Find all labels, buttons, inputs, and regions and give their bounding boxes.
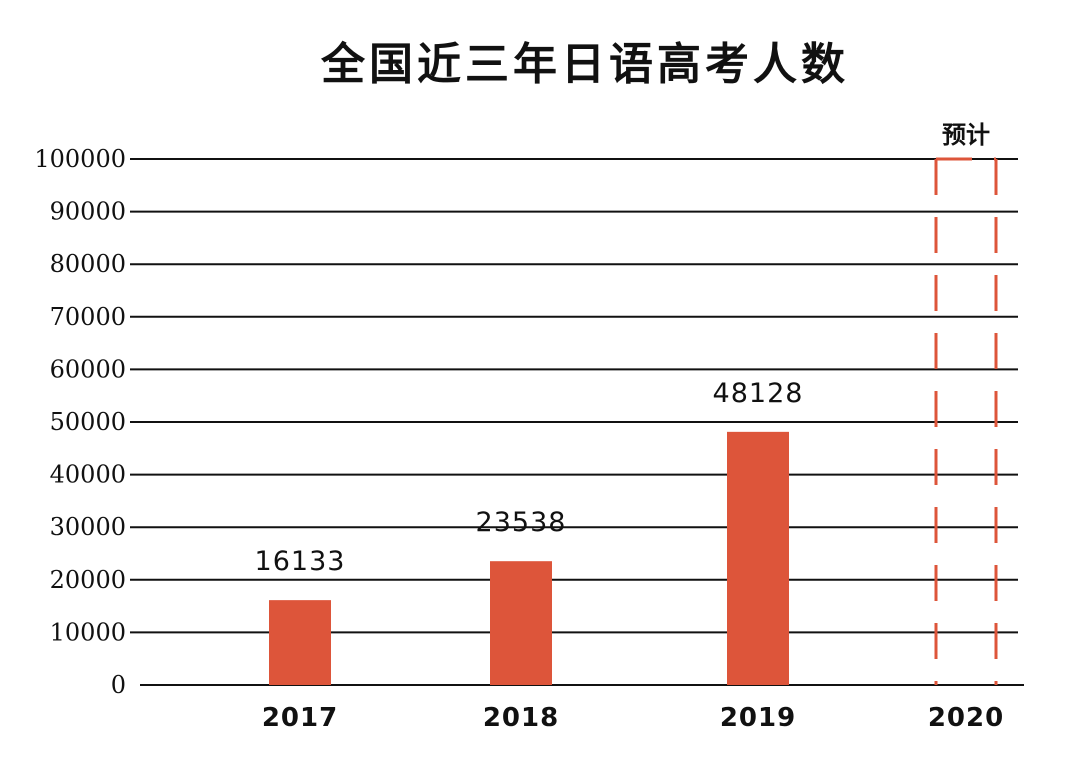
y-tick-label: 60000 — [50, 355, 126, 383]
data-label-2019: 48128 — [713, 378, 804, 409]
y-tick-label: 80000 — [50, 250, 126, 278]
x-tick-label-2020: 2020 — [928, 703, 1004, 733]
data-labels: 16133 23538 48128 — [255, 378, 804, 577]
y-tick-label: 10000 — [50, 618, 126, 646]
y-tick-label: 20000 — [50, 566, 126, 594]
data-label-2018: 23538 — [476, 507, 567, 538]
bars — [269, 431, 789, 685]
y-tick-label: 30000 — [50, 513, 126, 541]
gridlines — [130, 158, 1024, 686]
y-tick-label: 90000 — [50, 198, 126, 226]
y-tick-label: 0 — [111, 671, 126, 699]
x-tick-label-2017: 2017 — [262, 703, 338, 733]
y-tick-label: 40000 — [50, 461, 126, 489]
projection-label: 预计 — [942, 121, 990, 149]
x-tick-label-2019: 2019 — [720, 703, 796, 733]
data-label-2017: 16133 — [255, 546, 346, 577]
bar-2018 — [490, 561, 552, 685]
y-axis-ticks: 0 10000 20000 30000 40000 50000 60000 70000 8000… — [34, 145, 126, 699]
y-tick-label: 50000 — [50, 408, 126, 436]
bar-2017 — [269, 600, 331, 685]
x-axis-ticks: 2017 2018 2019 2020 — [262, 703, 1004, 733]
projection-box: 预计 — [934, 121, 998, 685]
y-tick-label: 70000 — [50, 303, 126, 331]
y-tick-label: 100000 — [34, 145, 126, 173]
chart-title: 全国近三年日语高考人数 — [321, 39, 849, 90]
bar-2019 — [727, 431, 789, 685]
x-tick-label-2018: 2018 — [483, 703, 559, 733]
